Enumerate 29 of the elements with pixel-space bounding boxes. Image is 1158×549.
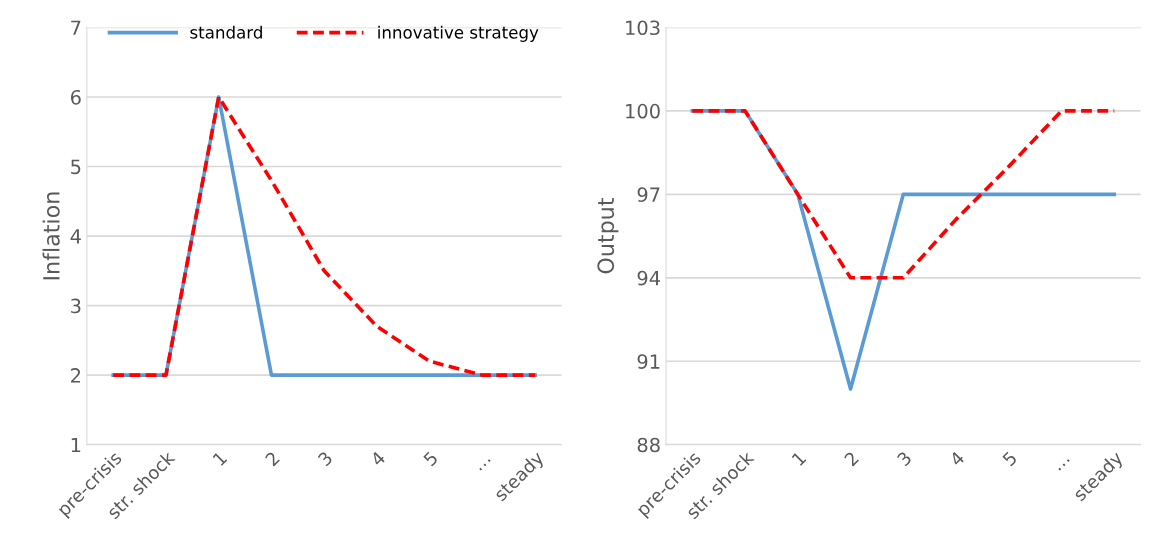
y-tick-label: 103: [626, 20, 660, 36]
x-tick-label: …: [1058, 459, 1070, 471]
y-tick-label: 5: [71, 159, 81, 175]
x-tick-label: 2: [264, 451, 280, 467]
x-tick-label: …: [479, 459, 491, 471]
y-tick-label: 94: [637, 270, 660, 286]
x-tick-label: 4: [369, 450, 386, 467]
y-tick-label: 100: [626, 103, 660, 119]
y-axis-title: Inflation: [42, 192, 60, 280]
y-tick-label: 88: [637, 437, 660, 453]
y-tick-label: 1: [71, 437, 81, 453]
legend-label: innovative strategy: [378, 25, 539, 42]
x-tick-label: 5: [422, 451, 439, 467]
x-tick-label: 1: [212, 451, 228, 466]
y-tick-label: 4: [70, 229, 81, 244]
x-tick-label: 5: [1002, 451, 1018, 467]
y-tick-label: 3: [71, 298, 81, 314]
x-tick-label: 1: [791, 451, 807, 466]
y-tick-label: 6: [70, 89, 81, 105]
legend-label: standard: [190, 25, 262, 39]
y-tick-label: 91: [637, 354, 660, 369]
y-tick-label: 2: [71, 368, 81, 383]
x-tick-label: 2: [843, 451, 859, 467]
x-tick-label: 3: [896, 450, 913, 467]
y-tick-label: 97: [637, 187, 660, 203]
y-axis-title: Output: [597, 198, 619, 274]
y-tick-label: 7: [71, 20, 81, 35]
x-tick-label: 3: [317, 450, 334, 467]
x-tick-label: 4: [948, 450, 966, 467]
